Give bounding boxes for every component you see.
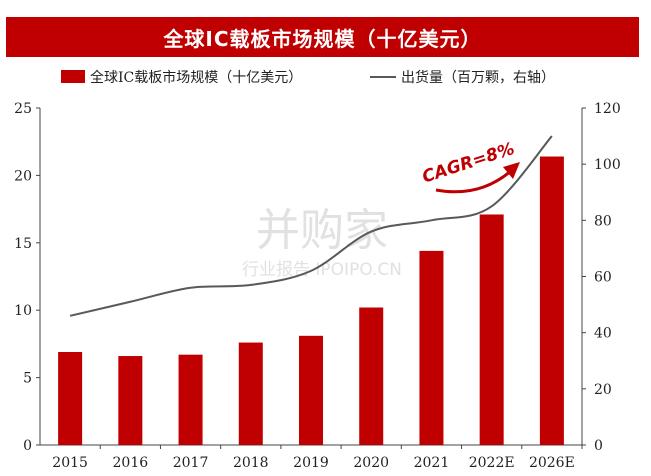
series-line-shipments [69,135,553,317]
chart-title-bar: 全球IC载板市场规模（十亿美元） [6,17,639,57]
y-tick-label-right: 100 [594,157,621,173]
x-tick-label: 2021 [414,455,450,471]
legend: 全球IC载板市场规模（十亿美元） 出货量（百万颗，右轴） [61,69,555,86]
y-tick-label-left: 5 [23,371,32,387]
watermark: 并购家 行业报告 IPOIPO.CN [242,205,402,280]
x-tick-label: 2017 [173,455,209,471]
x-tick-label: 2018 [233,455,269,471]
bar [479,214,504,445]
bar [178,354,203,445]
bar [539,156,564,445]
cagr-arrow [435,168,513,194]
legend-label-line: 出货量（百万颗，右轴） [401,69,555,86]
x-tick-label: 2019 [293,455,329,471]
y-tick-label-right: 20 [594,382,612,398]
bar [118,356,143,445]
bar [299,335,323,445]
x-tick-label: 2022E [469,455,515,471]
plot-area: 0 5 10 15 20 25 0 20 40 60 80 100 120 2015 2016 2017 201… [14,101,621,471]
chart-title: 全球IC载板市场规模（十亿美元） [163,26,482,51]
watermark-main: 并购家 [256,205,388,256]
legend-swatch-bar [61,70,85,83]
y-tick-label-left: 15 [14,236,32,252]
legend-label-bar: 全球IC载板市场规模（十亿美元） [90,69,302,86]
x-tick-label: 2015 [52,455,88,471]
bar [359,307,384,445]
cagr-annotation: CAGR=8% [420,139,517,188]
y-tick-label-right: 40 [594,326,612,342]
x-tick-label: 2020 [353,455,389,471]
y-tick-label-right: 80 [594,213,612,229]
y-tick-label-left: 20 [14,168,32,184]
bar [238,342,263,445]
y-tick-label-left: 0 [23,438,32,454]
bar [58,351,83,445]
watermark-sub: 行业报告 IPOIPO.CN [242,260,402,280]
bar [419,250,444,445]
y-tick-label-right: 120 [594,101,621,117]
x-tick-label: 2026E [529,455,575,471]
y-tick-label-right: 0 [594,438,603,454]
cagr-arrow-head [503,162,520,179]
x-tick-label: 2016 [113,455,149,471]
y-tick-label-right: 60 [594,270,612,286]
y-tick-label-left: 25 [14,101,32,117]
y-tick-label-left: 10 [14,303,32,319]
